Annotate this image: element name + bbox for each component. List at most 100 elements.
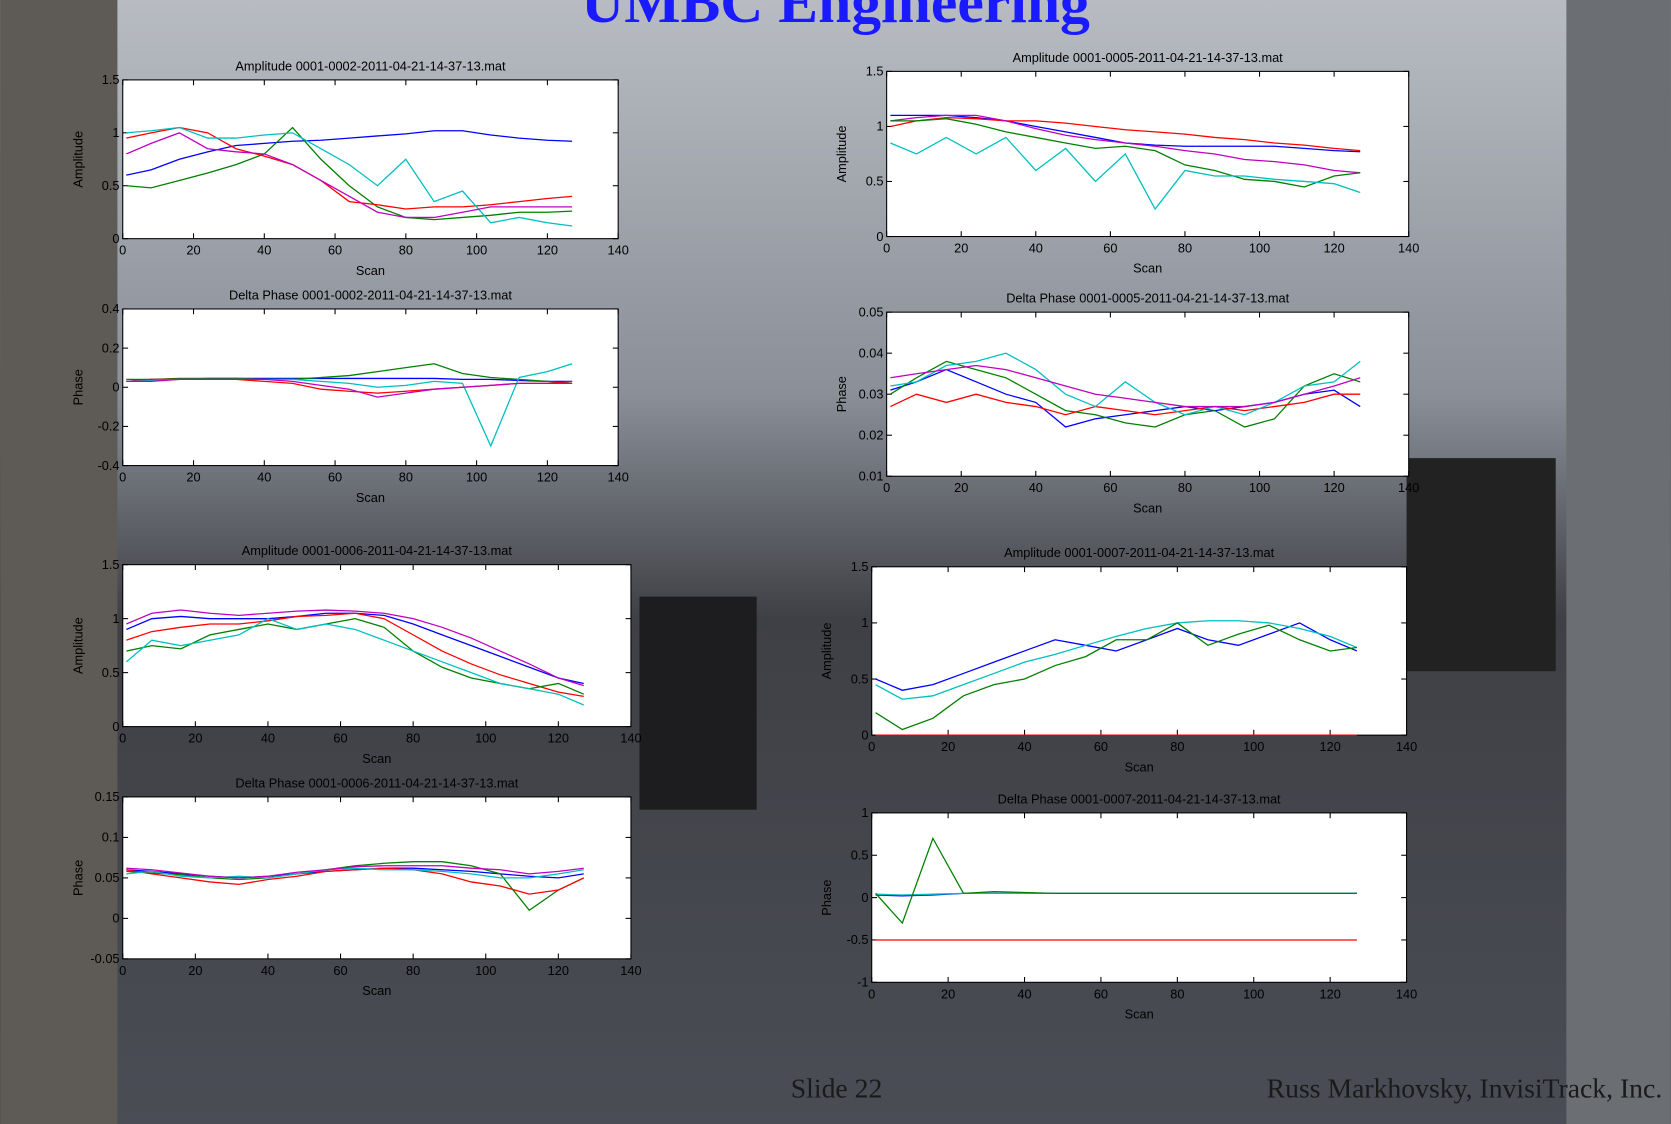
- y-axis-label: Phase: [70, 860, 85, 896]
- chart-title: Amplitude 0001-0007-2011-04-21-14-37-13.…: [1004, 545, 1275, 560]
- x-tick-label: 100: [466, 470, 487, 485]
- y-tick-label: 0.03: [859, 386, 884, 401]
- x-tick-label: 60: [1103, 241, 1117, 256]
- plot-area: [122, 564, 632, 728]
- data-line: [126, 363, 573, 384]
- x-tick-label: 60: [1094, 739, 1108, 754]
- x-tick-label: 40: [1029, 241, 1043, 256]
- y-tick-label: 1.5: [851, 559, 869, 574]
- data-line: [126, 867, 584, 879]
- y-tick-label: 1: [861, 805, 868, 820]
- x-tick-label: 20: [188, 963, 202, 978]
- x-tick-label: 0: [883, 480, 890, 495]
- chart-title: Delta Phase 0001-0007-2011-04-21-14-37-1…: [998, 791, 1281, 806]
- y-tick-label: -0.5: [847, 932, 869, 947]
- x-tick-label: 120: [537, 470, 558, 485]
- x-tick-label: 40: [1017, 739, 1031, 754]
- x-tick-label: 80: [406, 731, 420, 746]
- y-tick-label: 1: [112, 125, 119, 140]
- x-axis-label: Scan: [356, 263, 385, 278]
- y-axis-label: Phase: [834, 376, 849, 412]
- data-line: [126, 867, 585, 895]
- y-tick-label: 0: [112, 911, 119, 926]
- y-axis-label: Amplitude: [70, 617, 85, 674]
- x-tick-label: 120: [1319, 739, 1340, 754]
- y-tick-label: 1: [861, 615, 868, 630]
- data-line: [875, 620, 1358, 700]
- y-tick-label: 1: [112, 611, 119, 626]
- x-tick-label: 120: [1323, 480, 1344, 495]
- y-tick-label: 0: [112, 231, 119, 246]
- chart-title: Delta Phase 0001-0006-2011-04-21-14-37-1…: [235, 775, 518, 790]
- y-tick-label: 0: [861, 727, 868, 742]
- y-tick-label: -0.05: [90, 951, 119, 966]
- data-line: [126, 130, 573, 176]
- y-tick-label: -1: [857, 975, 868, 990]
- chart-title: Amplitude 0001-0006-2011-04-21-14-37-13.…: [242, 543, 513, 558]
- data-line: [890, 116, 1361, 152]
- x-tick-label: 0: [119, 470, 126, 485]
- y-tick-label: 0.01: [859, 468, 884, 483]
- x-tick-label: 140: [608, 243, 629, 258]
- plot-area: [871, 812, 1408, 983]
- x-tick-label: 0: [868, 986, 875, 1001]
- data-line: [890, 114, 1361, 174]
- plot-area: [886, 311, 1410, 477]
- data-line: [890, 364, 1361, 408]
- computer: [639, 596, 757, 810]
- y-tick-label: 0.04: [859, 345, 884, 360]
- data-line: [126, 132, 573, 219]
- x-tick-label: 100: [466, 243, 487, 258]
- x-tick-label: 20: [186, 243, 200, 258]
- x-tick-label: 100: [475, 963, 496, 978]
- data-line: [126, 612, 584, 697]
- plot-area: [122, 308, 619, 467]
- x-tick-label: 20: [941, 986, 955, 1001]
- slide-footer: Russ Markhovsky, InvisiTrack, Inc.: [1267, 1072, 1663, 1103]
- data-line: [126, 126, 573, 227]
- data-line: [890, 136, 1361, 211]
- x-tick-label: 140: [608, 470, 629, 485]
- x-axis-label: Scan: [1133, 500, 1162, 515]
- door-frame: [0, 0, 118, 1124]
- x-tick-label: 140: [620, 731, 641, 746]
- chart-title: Amplitude 0001-0005-2011-04-21-14-37-13.…: [1013, 50, 1284, 65]
- x-tick-label: 80: [399, 243, 413, 258]
- y-tick-label: 0.4: [102, 301, 120, 316]
- data-line: [126, 126, 573, 210]
- x-tick-label: 140: [1396, 986, 1417, 1001]
- slide-number: Slide 22: [791, 1072, 883, 1103]
- x-tick-label: 120: [1323, 241, 1344, 256]
- y-tick-label: 0.5: [102, 178, 120, 193]
- x-tick-label: 20: [941, 739, 955, 754]
- y-tick-label: -0.4: [98, 458, 120, 473]
- data-line: [890, 118, 1361, 188]
- x-tick-label: 80: [1170, 986, 1184, 1001]
- chart-title: Delta Phase 0001-0005-2011-04-21-14-37-1…: [1006, 291, 1289, 306]
- x-tick-label: 0: [119, 963, 126, 978]
- x-tick-label: 100: [1249, 241, 1270, 256]
- y-tick-label: -0.2: [98, 419, 120, 434]
- y-axis-label: Amplitude: [70, 131, 85, 188]
- y-tick-label: 0.5: [102, 665, 120, 680]
- y-tick-label: 0: [112, 719, 119, 734]
- plot-area: [886, 70, 1410, 238]
- data-line: [126, 865, 584, 879]
- x-tick-label: 100: [1243, 739, 1264, 754]
- y-axis-label: Phase: [819, 880, 834, 916]
- y-tick-label: 0.5: [851, 671, 869, 686]
- y-tick-label: 0.02: [859, 427, 884, 442]
- x-tick-label: 100: [1249, 480, 1270, 495]
- y-axis-label: Amplitude: [819, 623, 834, 680]
- x-tick-label: 60: [1103, 480, 1117, 495]
- x-axis-label: Scan: [1133, 261, 1162, 276]
- y-tick-label: 1.5: [102, 557, 120, 572]
- x-axis-label: Scan: [1125, 1007, 1154, 1022]
- x-tick-label: 0: [883, 241, 890, 256]
- x-tick-label: 120: [548, 731, 569, 746]
- chart-title: Delta Phase 0001-0002-2011-04-21-14-37-1…: [229, 287, 512, 302]
- y-tick-label: 1.5: [866, 64, 884, 79]
- x-tick-label: 120: [548, 963, 569, 978]
- x-tick-label: 0: [868, 739, 875, 754]
